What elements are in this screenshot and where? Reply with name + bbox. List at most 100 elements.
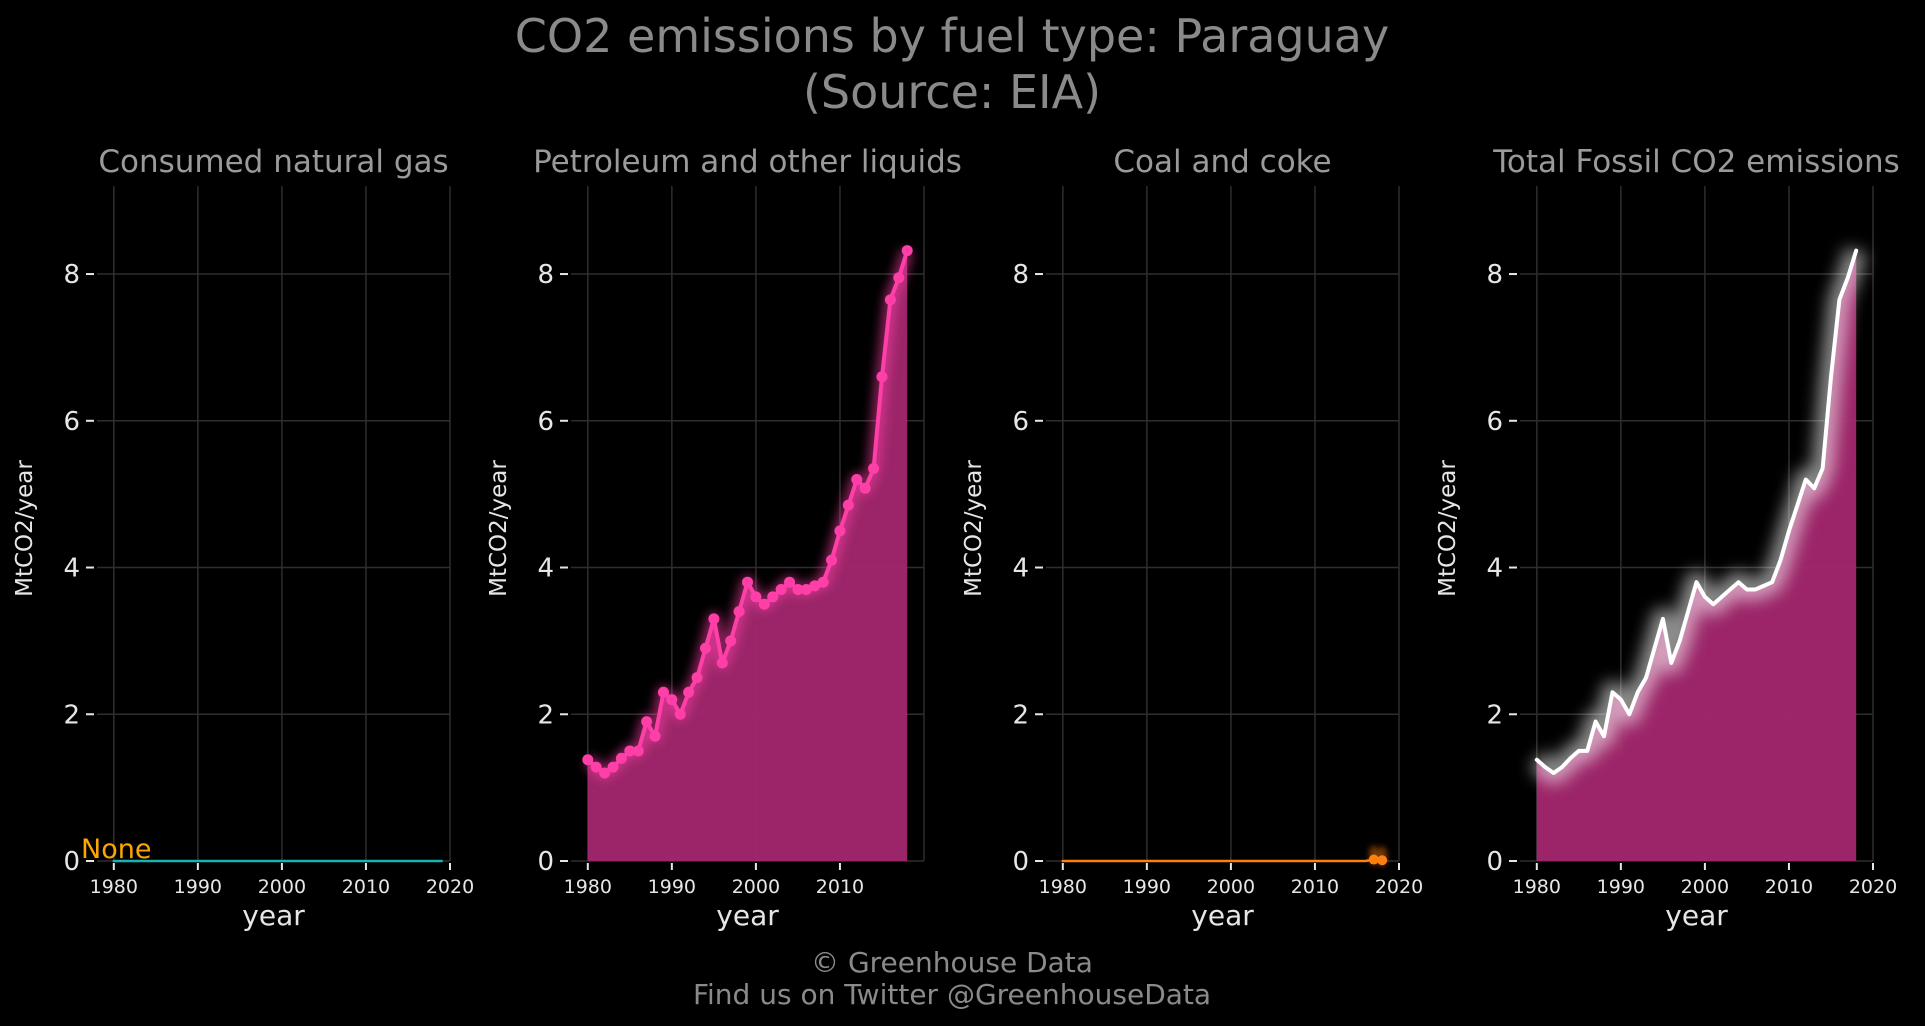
chart-title-line2: (Source: EIA) [803,65,1101,119]
x-tick-label: 2000 [1681,876,1729,898]
x-tick-label: 2010 [1765,876,1813,898]
data-point [607,761,619,773]
x-tick-label: 2010 [816,876,864,898]
series-line [1534,248,1859,775]
y-tick-label: 6 [1486,407,1503,437]
x-tick-label: 2000 [732,876,780,898]
x-tick-label: 1990 [1123,876,1171,898]
data-point [851,473,863,485]
data-point [708,613,720,625]
data-point [582,754,594,766]
x-tick-label: 2000 [1207,876,1255,898]
panel-1: Consumed natural gas 0 2 4 6 8 1980 1990 2000 201… [12,144,474,932]
data-point [859,482,871,494]
data-point [666,694,678,706]
y-tick-label: 2 [1012,700,1029,730]
data-point [868,462,880,474]
y-tick-label: 6 [63,407,80,437]
data-point [834,525,846,537]
y-tick-label: 4 [1012,554,1029,584]
panel-title: Consumed natural gas [98,144,448,180]
footer-twitter: Find us on Twitter @GreenhouseData [693,978,1211,1011]
data-point [775,584,787,596]
data-point [590,761,602,773]
x-axis-label: year [1191,899,1254,932]
data-point [1368,854,1379,865]
y-tick-label: 2 [63,700,80,730]
data-point [632,745,644,757]
x-tick-label: 2020 [426,876,474,898]
data-point [657,686,669,698]
y-axis-label: MtCO2/year [1435,460,1461,597]
y-tick-label: 8 [1486,260,1503,290]
data-point [725,635,737,647]
data-point [733,606,745,618]
data-point [624,745,636,757]
data-point [884,294,896,306]
x-tick-label: 2020 [1375,876,1423,898]
y-tick-label: 2 [537,700,554,730]
data-point [893,272,905,284]
x-tick-label: 1990 [648,876,696,898]
data-point [901,245,913,257]
data-point [615,752,627,764]
x-tick-label: 1980 [1513,876,1561,898]
data-point [742,576,753,588]
data-point [691,672,703,684]
y-tick-label: 0 [1012,847,1029,877]
data-point [750,591,762,603]
x-tick-label: 2000 [258,876,306,898]
chart-title-line1: CO2 emissions by fuel type: Paraguay [515,9,1389,63]
x-tick-label: 1980 [564,876,612,898]
data-point [1377,855,1388,866]
x-axis-label: year [716,899,779,932]
data-point [641,716,653,728]
x-tick-label: 1980 [90,876,138,898]
panel-title: Petroleum and other liquids [533,144,962,180]
y-tick-label: 2 [1486,700,1503,730]
y-axis-label: MtCO2/year [12,460,38,597]
data-point [683,686,695,698]
x-tick-label: 2010 [1291,876,1339,898]
panel-title: Coal and coke [1113,144,1331,180]
y-tick-label: 8 [537,260,554,290]
data-point [792,584,804,596]
y-tick-label: 0 [63,847,80,877]
y-tick-label: 4 [63,554,80,584]
y-tick-label: 4 [537,554,554,584]
series-line [1061,858,1384,863]
data-point [784,576,796,588]
y-tick-label: 0 [537,847,554,877]
panel-4: Total Fossil CO2 emissions 0 2 4 6 8 1980 1990 2… [1435,144,1900,932]
x-tick-label: 1990 [1597,876,1645,898]
data-point [674,708,686,720]
y-tick-label: 0 [1486,847,1503,877]
y-tick-label: 6 [1012,407,1029,437]
y-tick-label: 8 [63,260,80,290]
data-point [817,576,829,588]
x-axis-label: year [1665,899,1728,932]
y-tick-label: 8 [1012,260,1029,290]
data-point [800,584,812,596]
panel-3: Coal and coke 0 2 4 6 8 1980 1990 2000 2010 2020 ye… [961,144,1423,932]
data-point [758,598,770,610]
x-tick-label: 1980 [1039,876,1087,898]
y-tick-label: 6 [537,407,554,437]
data-point [699,642,711,654]
series-area-fill [1536,250,1857,862]
x-tick-label: 2010 [342,876,390,898]
footer-copyright: © Greenhouse Data [811,946,1093,979]
data-point [649,730,661,742]
y-tick-label: 4 [1486,554,1503,584]
data-point [809,580,821,592]
y-axis-label: MtCO2/year [486,460,512,597]
data-point [599,767,611,779]
x-tick-label: 2020 [1849,876,1897,898]
y-axis-label: MtCO2/year [961,460,987,597]
x-tick-label: 1990 [174,876,222,898]
series-area-fill [587,250,908,862]
none-annotation: None [81,834,151,865]
panel-title: Total Fossil CO2 emissions [1492,144,1900,180]
